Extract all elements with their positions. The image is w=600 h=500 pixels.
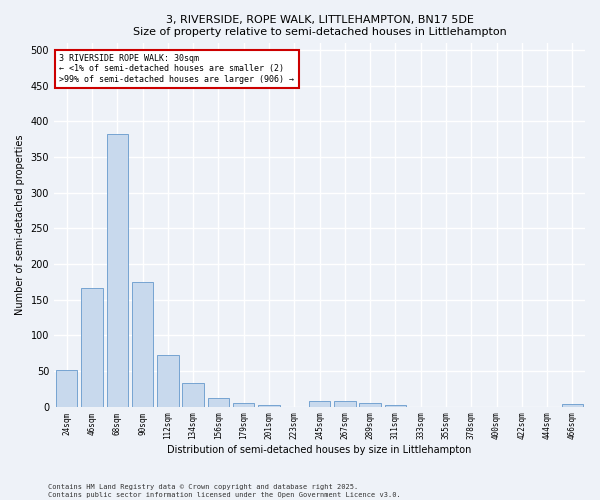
Text: 3 RIVERSIDE ROPE WALK: 30sqm
← <1% of semi-detached houses are smaller (2)
>99% : 3 RIVERSIDE ROPE WALK: 30sqm ← <1% of se… [59, 54, 295, 84]
Bar [562, 404, 583, 407]
Y-axis label: Number of semi-detached properties: Number of semi-detached properties [15, 134, 25, 315]
X-axis label: Distribution of semi-detached houses by size in Littlehampton: Distribution of semi-detached houses by … [167, 445, 472, 455]
Bar [157, 356, 179, 407]
Bar [182, 384, 204, 407]
Bar [334, 401, 356, 407]
Bar [385, 406, 406, 407]
Bar [309, 401, 330, 407]
Bar [132, 282, 153, 407]
Bar [359, 404, 381, 407]
Bar [56, 370, 77, 407]
Title: 3, RIVERSIDE, ROPE WALK, LITTLEHAMPTON, BN17 5DE
Size of property relative to se: 3, RIVERSIDE, ROPE WALK, LITTLEHAMPTON, … [133, 15, 506, 36]
Bar [81, 288, 103, 407]
Bar [258, 406, 280, 407]
Bar [208, 398, 229, 407]
Bar [107, 134, 128, 407]
Bar [233, 402, 254, 407]
Text: Contains HM Land Registry data © Crown copyright and database right 2025.
Contai: Contains HM Land Registry data © Crown c… [48, 484, 401, 498]
